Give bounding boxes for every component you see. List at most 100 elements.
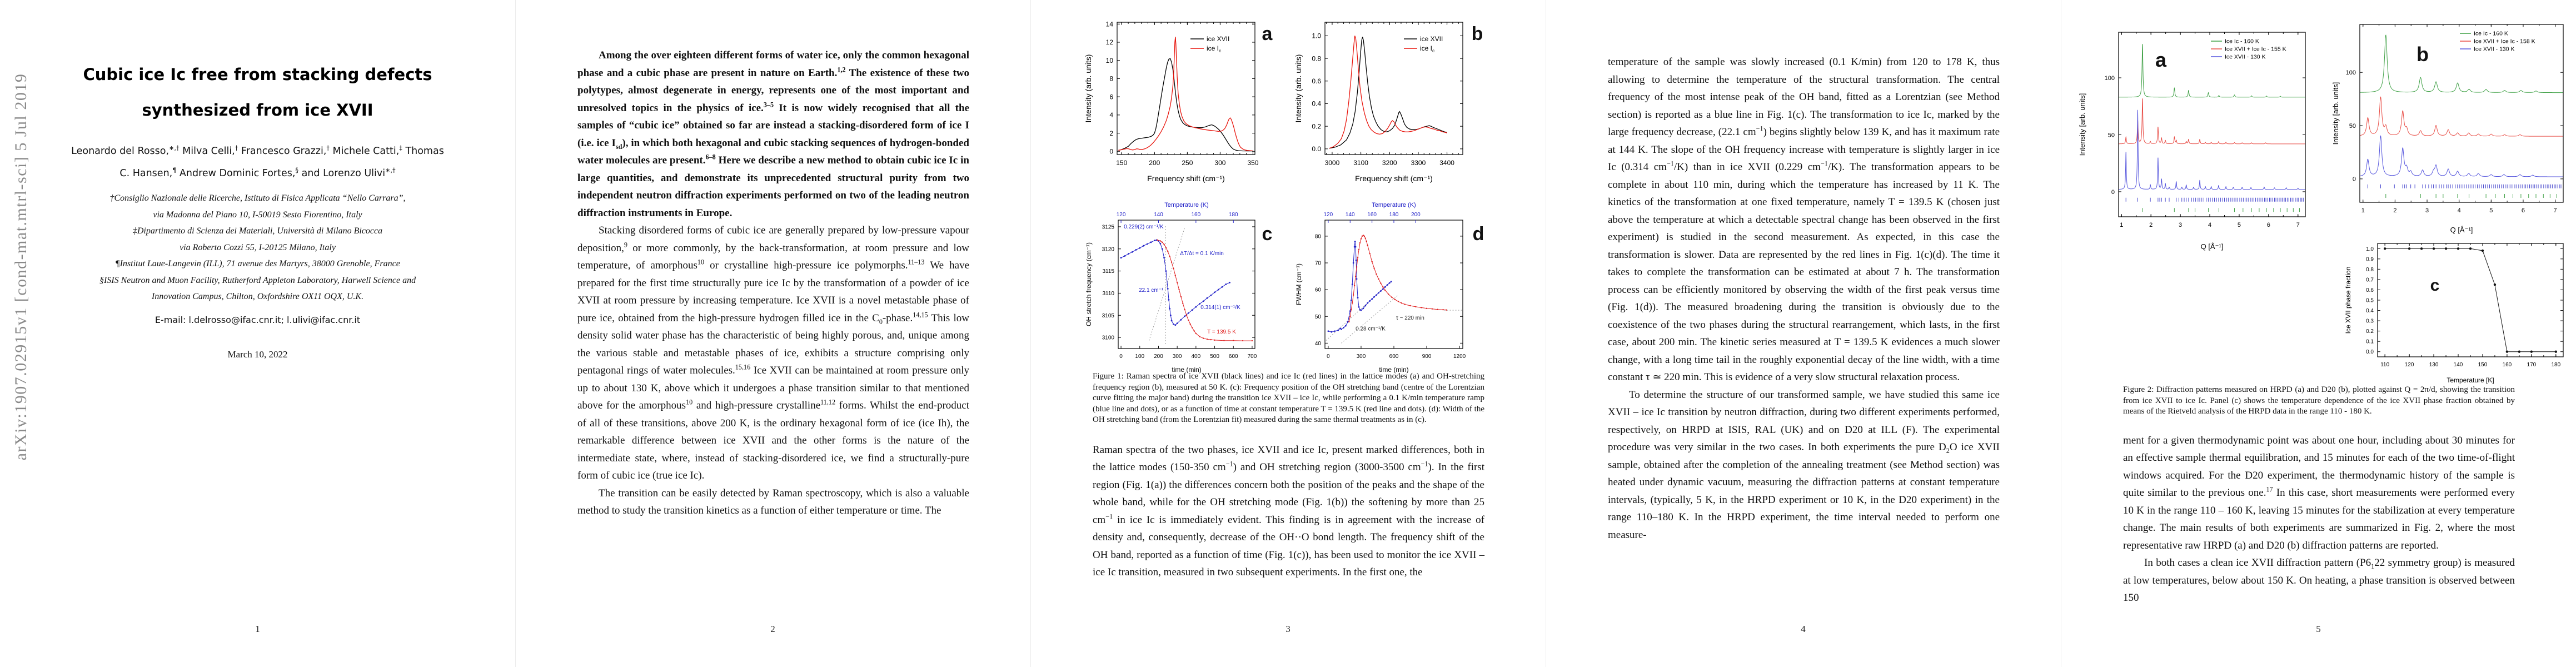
svg-text:a: a [1262, 23, 1273, 44]
svg-text:100: 100 [2105, 75, 2115, 82]
svg-text:120: 120 [1324, 212, 1333, 218]
svg-text:T = 139.5 K: T = 139.5 K [1207, 329, 1236, 335]
svg-text:ice Ic: ice Ic [1420, 44, 1435, 53]
page-number-3: 3 [1285, 624, 1291, 634]
svg-text:c: c [2430, 276, 2440, 295]
svg-text:50: 50 [2349, 123, 2356, 130]
svg-text:time (min): time (min) [1379, 366, 1408, 374]
svg-text:700: 700 [1248, 354, 1257, 360]
author-line1: Leonardo del Rosso,∗,† Milva Celli,† Fra… [71, 145, 444, 157]
svg-text:1.0: 1.0 [2366, 246, 2374, 252]
paper-title-line1: Cubic ice Ic free from stacking defects [83, 65, 432, 84]
svg-text:180: 180 [1389, 212, 1399, 218]
svg-text:160: 160 [1192, 212, 1201, 218]
paper-title: Cubic ice Ic free from stacking defects … [22, 57, 493, 128]
svg-text:OH stretch frequency (cm⁻¹): OH stretch frequency (cm⁻¹) [1085, 242, 1093, 326]
svg-text:120: 120 [2405, 362, 2414, 368]
page-number-5: 5 [2316, 624, 2321, 634]
svg-text:Temperature (K): Temperature (K) [1372, 202, 1416, 208]
svg-text:7: 7 [2296, 222, 2300, 228]
svg-text:3105: 3105 [1102, 313, 1115, 319]
svg-text:b: b [2416, 43, 2429, 66]
svg-text:180: 180 [2551, 362, 2560, 368]
svg-text:180: 180 [1229, 212, 1238, 218]
svg-text:0: 0 [1119, 354, 1123, 360]
svg-text:80: 80 [1315, 233, 1322, 240]
svg-text:600: 600 [1229, 354, 1238, 360]
svg-text:50: 50 [2108, 132, 2115, 138]
svg-text:0.4: 0.4 [1312, 100, 1321, 108]
svg-text:200: 200 [1411, 212, 1421, 218]
svg-text:600: 600 [1389, 354, 1399, 360]
svg-text:500: 500 [1210, 354, 1219, 360]
svg-text:time (min): time (min) [1172, 366, 1201, 374]
svg-text:Ice Ic - 160 K: Ice Ic - 160 K [2225, 38, 2259, 45]
svg-text:3300: 3300 [1411, 159, 1426, 167]
svg-text:0.7: 0.7 [2366, 277, 2374, 283]
body-paragraph: The transition can be easily detected by… [577, 487, 969, 517]
svg-text:140: 140 [1154, 212, 1163, 218]
figure1-panel-a-chart: 150 200 250 300 350 0 2 4 6 8 10 12 14 Frequency shif… [1084, 14, 1278, 188]
svg-text:4: 4 [2208, 222, 2211, 228]
svg-text:0: 0 [1327, 354, 1330, 360]
figure-1-caption: Figure 1: Raman spectra of ice XVII (bla… [1093, 372, 1484, 424]
page-4: temperature of the sample was slowly inc… [1546, 0, 2061, 667]
svg-text:1.0: 1.0 [1312, 32, 1321, 40]
page-number-4: 4 [1801, 624, 1806, 634]
svg-text:ice Ic: ice Ic [1207, 44, 1222, 53]
svg-text:Ice XVII - 130 K: Ice XVII - 130 K [2474, 46, 2515, 53]
page-number-1: 1 [255, 624, 260, 634]
svg-text:50: 50 [1315, 314, 1322, 320]
svg-text:3400: 3400 [1439, 159, 1454, 167]
svg-text:3125: 3125 [1102, 224, 1115, 230]
svg-text:22.1 cm⁻¹: 22.1 cm⁻¹ [1139, 287, 1164, 293]
svg-text:150: 150 [1116, 159, 1127, 167]
svg-text:0.229(2) cm⁻¹/K: 0.229(2) cm⁻¹/K [1124, 224, 1164, 230]
svg-text:Temperature [K]: Temperature [K] [2447, 376, 2494, 384]
svg-text:Ice Ic - 160 K: Ice Ic - 160 K [2474, 31, 2508, 37]
svg-text:0.9: 0.9 [2366, 256, 2374, 262]
svg-text:130: 130 [2429, 362, 2439, 368]
svg-text:160: 160 [1367, 212, 1377, 218]
page-5-text: Figure 2: Diffraction patterns measured … [2123, 385, 2515, 607]
svg-text:70: 70 [1315, 261, 1322, 267]
svg-text:0.6: 0.6 [1312, 77, 1321, 85]
svg-text:Frequency shift (cm⁻¹): Frequency shift (cm⁻¹) [1147, 174, 1225, 183]
svg-text:5: 5 [2489, 207, 2493, 214]
page-3: 150 200 250 300 350 0 2 4 6 8 10 12 14 Frequency shif… [1030, 0, 1546, 667]
author-list: Leonardo del Rosso,∗,† Milva Celli,† Fra… [33, 140, 482, 185]
svg-text:1200: 1200 [1453, 354, 1466, 360]
svg-text:0.0: 0.0 [1312, 145, 1321, 153]
svg-text:0: 0 [2111, 189, 2115, 196]
svg-text:FWHM (cm⁻¹): FWHM (cm⁻¹) [1295, 263, 1303, 305]
body-paragraph: Stacking disordered forms of cubic ice a… [577, 225, 970, 481]
figure1-panel-c-chart: 0 100 200 300 400 500 600 700 3100 3105 3110 3115 31… [1084, 190, 1278, 379]
figure2-panel-c-chart: 110 120 130 140 150 160 170 180 0.0 0.1 0.2 0.3 0.4 0… [2343, 238, 2571, 390]
body-paragraph: temperature of the sample was slowly inc… [1608, 56, 2000, 383]
svg-text:2: 2 [1109, 130, 1113, 137]
svg-text:a: a [2155, 48, 2167, 71]
svg-text:Temperature (K): Temperature (K) [1164, 202, 1208, 208]
svg-text:7: 7 [2554, 207, 2557, 214]
svg-text:Ice XVII phase fraction: Ice XVII phase fraction [2344, 267, 2352, 334]
page-4-text: temperature of the sample was slowly inc… [1608, 53, 2000, 544]
svg-text:Intensity [arb. units]: Intensity [arb. units] [2078, 93, 2086, 156]
figure-1: 150 200 250 300 350 0 2 4 6 8 10 12 14 Frequency shif… [1084, 14, 1495, 374]
svg-text:Q [Å⁻¹]: Q [Å⁻¹] [2201, 242, 2224, 251]
svg-text:3110: 3110 [1102, 291, 1114, 297]
svg-text:0.5: 0.5 [2366, 298, 2374, 304]
author-line2: C. Hansen,¶ Andrew Dominic Fortes,§ and … [119, 167, 396, 179]
svg-text:6: 6 [2267, 222, 2270, 228]
svg-text:250: 250 [1182, 159, 1193, 167]
body-paragraph: In both cases a clean ice XVII diffracti… [2123, 557, 2515, 604]
affiliation-line: ¶Institut Laue-Langevin (ILL), 71 avenue… [115, 259, 400, 268]
svg-text:3: 3 [2179, 222, 2182, 228]
svg-text:6: 6 [1109, 93, 1113, 101]
svg-text:6: 6 [2522, 207, 2525, 214]
affiliations: †Consiglio Nazionale delle Ricerche, Ist… [39, 190, 476, 305]
svg-text:0: 0 [2353, 176, 2356, 183]
paper-title-line2: synthesized from ice XVII [142, 101, 373, 120]
svg-text:1: 1 [2120, 222, 2123, 228]
svg-text:110: 110 [2380, 362, 2389, 368]
page-2: Among the over eighteen different forms … [515, 0, 1030, 667]
